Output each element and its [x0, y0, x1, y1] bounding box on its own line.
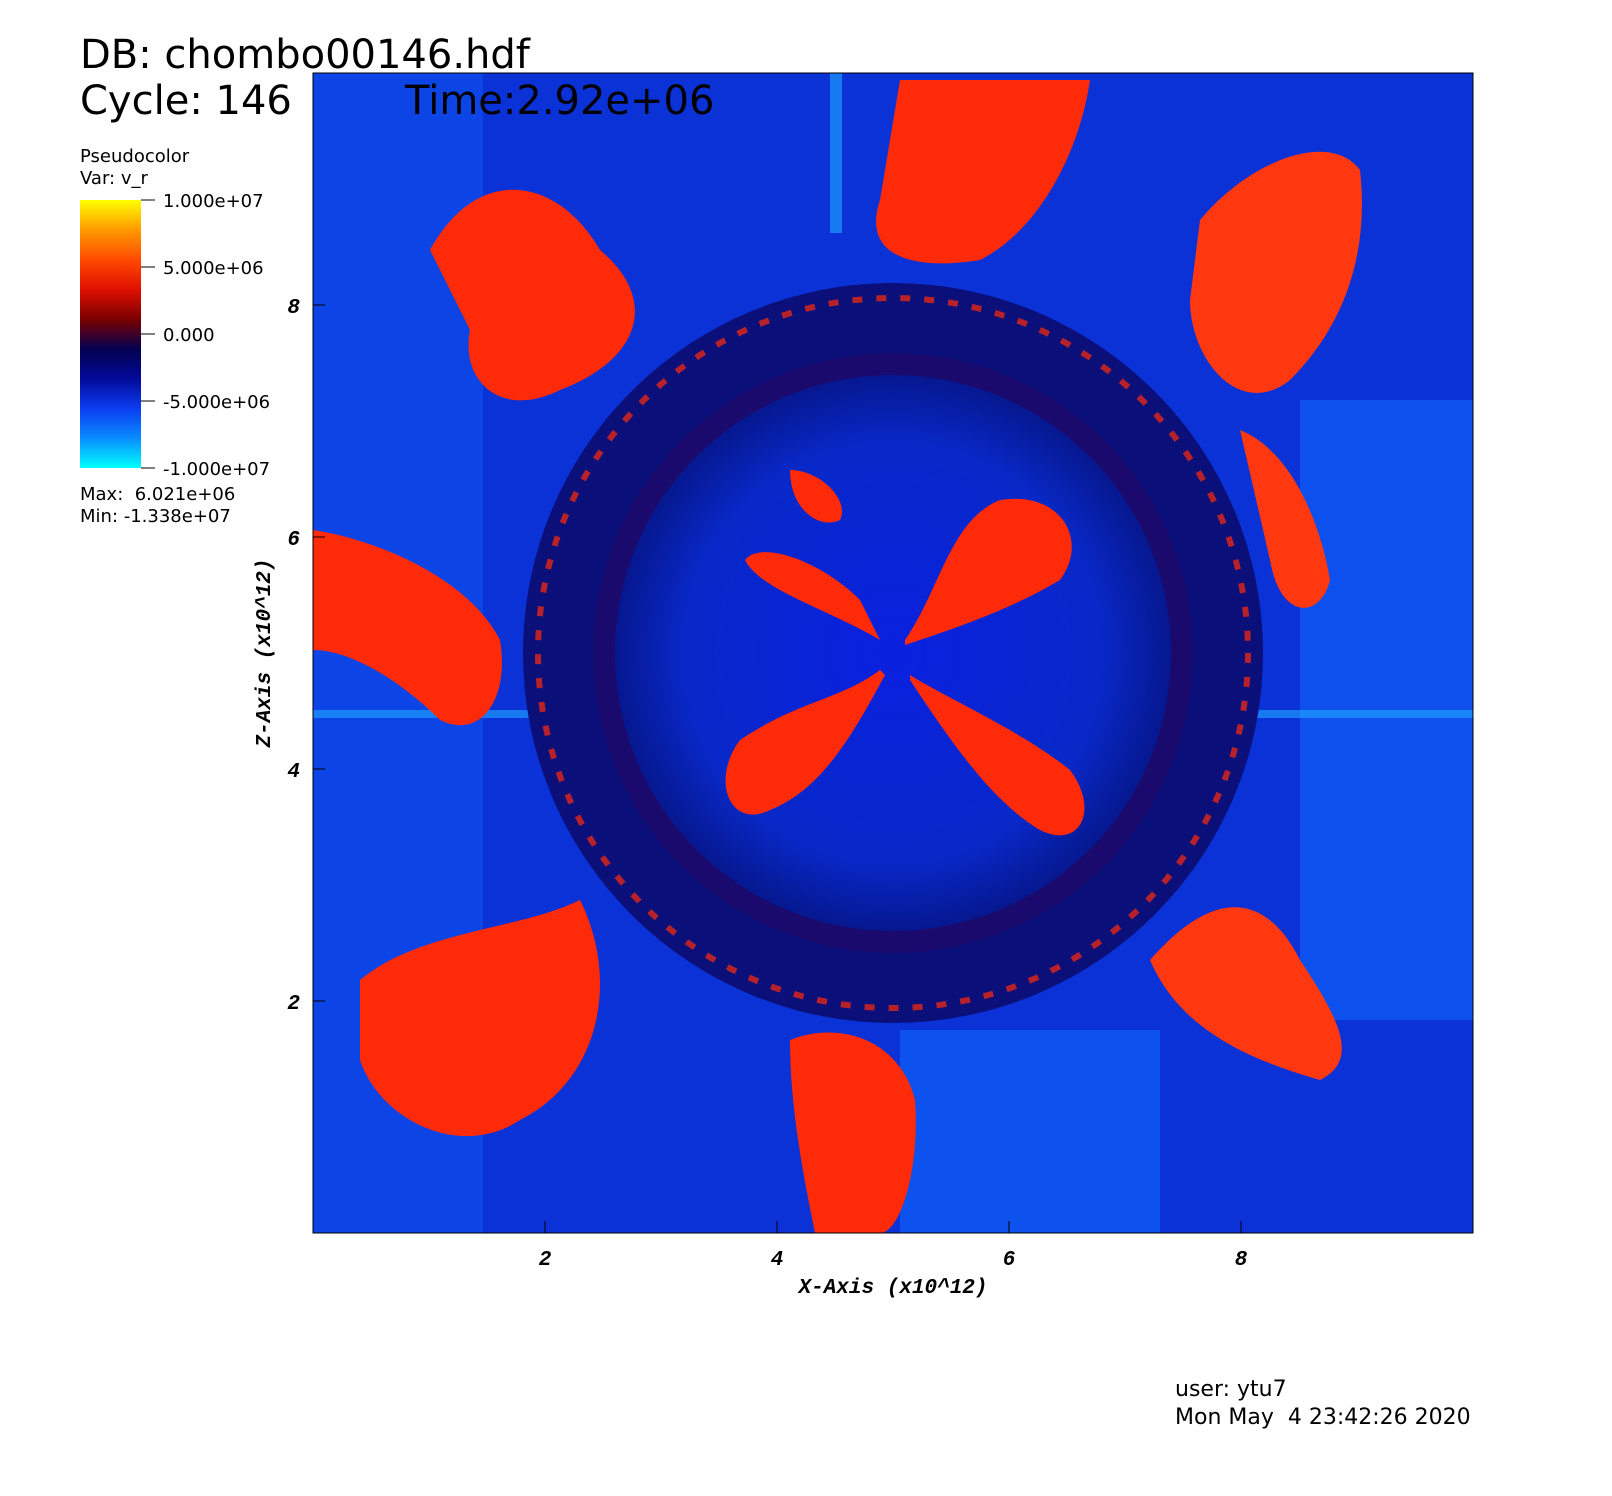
- x-tick-label: 8: [1235, 1249, 1248, 1272]
- field-plume: [910, 675, 1085, 836]
- field-region: [430, 189, 635, 401]
- database-label: DB: chombo00146.hdf: [80, 32, 531, 78]
- date-label: Mon May 4 23:42:26 2020: [1175, 1405, 1471, 1430]
- field-core: [615, 375, 1171, 931]
- field-plume: [745, 552, 880, 640]
- colorbar: [80, 200, 141, 468]
- x-axis-title: X-Axis (x10^12): [796, 1277, 987, 1300]
- y-tick-label: 4: [287, 761, 300, 784]
- colorbar-tick-label: 1.000e+07: [163, 191, 264, 212]
- y-tick-label: 8: [287, 297, 300, 320]
- plot-name: Pseudocolor: [80, 146, 190, 167]
- plot-frame: [312, 72, 1474, 1234]
- x-tick-label: 2: [539, 1249, 552, 1272]
- field-region: [1190, 151, 1362, 393]
- variable-name: Var: v_r: [80, 168, 148, 189]
- colorbar-tick-label: -5.000e+06: [163, 392, 270, 413]
- field-region: [313, 530, 502, 726]
- field-region: [830, 73, 842, 233]
- colorbar-tick-label: 0.000: [163, 325, 215, 346]
- cycle-label: Cycle: 146: [80, 78, 292, 124]
- field-plume: [790, 470, 842, 523]
- field-ring: [535, 295, 1251, 1011]
- y-tick-label: 2: [287, 993, 300, 1016]
- user-label: user: ytu7: [1175, 1377, 1287, 1402]
- field-region: [900, 1030, 1160, 1233]
- max-label: Max: 6.021e+06: [80, 484, 235, 505]
- field-region: [790, 1032, 916, 1233]
- field-plume: [905, 498, 1072, 645]
- field-region: [360, 900, 600, 1137]
- field-plume: [725, 670, 885, 815]
- field-region: [876, 80, 1090, 264]
- time-label: Time:2.92e+06: [404, 78, 714, 124]
- field-region: [1150, 907, 1342, 1080]
- field: [313, 73, 1473, 1233]
- x-tick-label: 6: [1003, 1249, 1016, 1272]
- y-axis-title: Z-Axis (x10^12): [254, 558, 277, 748]
- x-tick-label: 4: [771, 1249, 784, 1272]
- min-label: Min: -1.338e+07: [80, 506, 231, 527]
- y-tick-label: 6: [287, 529, 300, 552]
- field-region: [1240, 430, 1330, 608]
- colorbar-tick-label: -1.000e+07: [163, 459, 270, 480]
- colorbar-tick-label: 5.000e+06: [163, 258, 264, 279]
